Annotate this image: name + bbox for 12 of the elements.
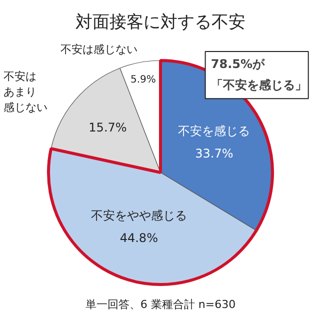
data-label: 5.9%	[130, 74, 156, 86]
data-label: 44.8%	[120, 230, 158, 245]
chart-title: 対面接客に対する不安	[76, 12, 246, 32]
text: 単一回答、6 業種合計 n=630	[85, 298, 236, 312]
data-label: 15.7%	[88, 120, 127, 134]
text: 78.5%が	[210, 56, 266, 71]
slice-label: 不安は感じない	[60, 42, 138, 56]
slice-label: 不安はあまり感じない	[4, 70, 48, 114]
slice-label: 不安を感じる	[178, 124, 250, 138]
text: 「不安を感じる」	[210, 78, 307, 92]
slice-label: 不安をやや感じる	[90, 208, 187, 222]
data-label: 33.7%	[195, 146, 234, 160]
